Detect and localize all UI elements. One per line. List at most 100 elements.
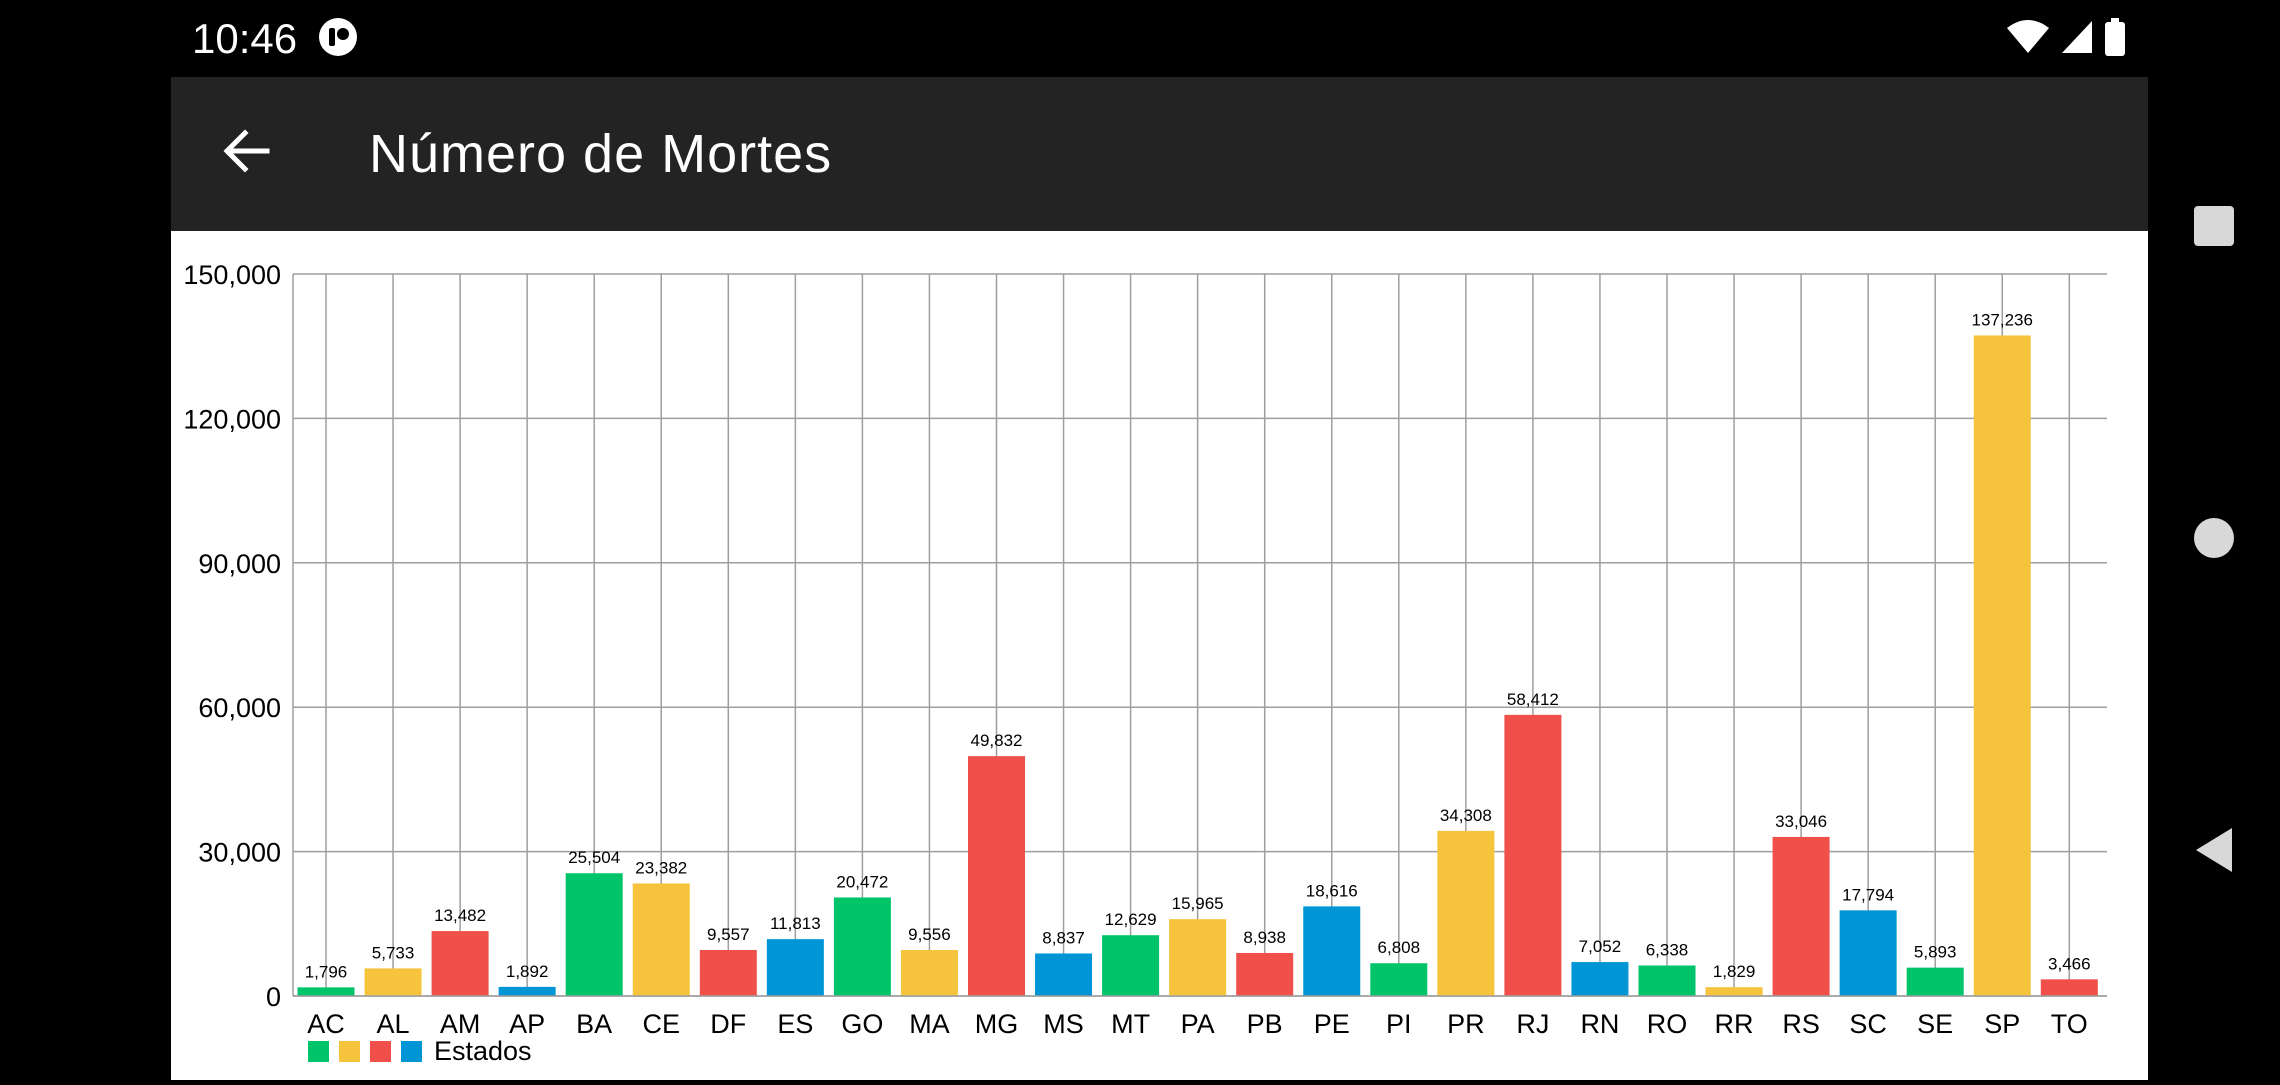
x-tick-label: AL [377, 1009, 410, 1039]
y-tick-label: 30,000 [198, 838, 281, 868]
app-bar: Número de Mortes [171, 77, 2148, 231]
x-tick-label: ES [777, 1009, 813, 1039]
y-tick-label: 90,000 [198, 549, 281, 579]
value-label: 18,616 [1306, 881, 1358, 900]
triangle-back-icon [2192, 826, 2236, 879]
bar-SP [1973, 335, 2031, 996]
value-label: 9,557 [707, 925, 750, 944]
value-label: 1,892 [506, 962, 549, 981]
bar-AP [498, 986, 556, 996]
x-tick-label: RS [1782, 1009, 1820, 1039]
recent-apps-button[interactable] [2188, 202, 2240, 254]
value-label: 20,472 [836, 872, 888, 891]
back-button[interactable] [211, 117, 283, 189]
x-tick-label: PR [1447, 1009, 1485, 1039]
value-label: 25,504 [568, 848, 620, 867]
value-label: 6,808 [1378, 938, 1421, 957]
legend-swatch [370, 1041, 391, 1062]
value-label: 11,813 [770, 914, 821, 933]
bar-chart: 0 30,000 60,000 90,000 120,000 150,000 1,796 AC… [183, 260, 2107, 1066]
bar-PA [1169, 919, 1227, 996]
y-tick-label: 0 [266, 982, 281, 1012]
bar-SC [1839, 910, 1897, 996]
navigation-bar [2148, 0, 2280, 1080]
value-label: 1,829 [1713, 962, 1756, 981]
value-label: 5,733 [372, 943, 415, 962]
chart-area: 0 30,000 60,000 90,000 120,000 150,000 1,796 AC… [171, 231, 2148, 1080]
value-label: 8,837 [1042, 928, 1085, 947]
x-tick-label: PI [1386, 1009, 1412, 1039]
y-tick-label: 120,000 [183, 404, 281, 434]
battery-icon [2104, 18, 2126, 61]
value-label: 33,046 [1775, 812, 1827, 831]
bar-MA [900, 950, 958, 996]
x-tick-label: RO [1647, 1009, 1688, 1039]
value-label: 12,629 [1105, 910, 1157, 929]
signal-icon [2060, 19, 2094, 60]
bar-PR [1437, 830, 1495, 996]
bar-AC [297, 987, 355, 996]
page-title: Número de Mortes [369, 124, 833, 184]
bar-AL [364, 968, 422, 996]
bar-RN [1571, 962, 1629, 996]
x-tick-label: RR [1715, 1009, 1754, 1039]
arrow-left-icon [221, 125, 273, 182]
bar-MG [968, 756, 1025, 996]
bar-MT [1102, 935, 1160, 996]
bar-PI [1370, 963, 1428, 996]
x-tick-label: CE [642, 1009, 680, 1039]
bar-AM [431, 931, 489, 996]
bar-RJ [1504, 714, 1562, 996]
wifi-icon [2006, 19, 2050, 60]
x-tick-label: RJ [1516, 1009, 1549, 1039]
value-label: 8,938 [1243, 928, 1286, 947]
home-button[interactable] [2188, 514, 2240, 566]
x-tick-label: MG [975, 1009, 1019, 1039]
value-label: 9,556 [908, 925, 951, 944]
legend-swatch [401, 1041, 422, 1062]
x-tick-label: MA [909, 1009, 950, 1039]
bar-RR [1705, 987, 1763, 996]
x-tick-label: GO [841, 1009, 883, 1039]
value-label: 13,482 [434, 906, 486, 925]
x-tick-label: PE [1314, 1009, 1350, 1039]
bar-CE [632, 883, 690, 996]
value-label: 137,236 [1972, 310, 2033, 329]
bar-PE [1303, 906, 1361, 996]
status-icons [2006, 18, 2126, 61]
value-label: 15,965 [1172, 894, 1224, 913]
value-label: 5,893 [1914, 943, 1957, 962]
value-label: 23,382 [635, 858, 687, 877]
bar-TO [2040, 979, 2098, 996]
legend-label: Estados [434, 1036, 532, 1066]
bar-BA [565, 873, 623, 996]
x-tick-label: TO [2051, 1009, 2088, 1039]
value-label: 7,052 [1579, 937, 1622, 956]
bar-DF [699, 949, 757, 996]
x-tick-label: BA [576, 1009, 612, 1039]
x-tick-label: SP [1984, 1009, 2020, 1039]
value-label: 3,466 [2048, 954, 2091, 973]
x-tick-label: MS [1043, 1009, 1084, 1039]
square-icon [2193, 205, 2235, 252]
bar-SE [1906, 967, 1964, 996]
x-tick-label: PB [1247, 1009, 1283, 1039]
bar-RS [1772, 836, 1830, 996]
legend-swatch [339, 1041, 360, 1062]
system-back-button[interactable] [2188, 826, 2240, 878]
x-tick-label: MT [1111, 1009, 1150, 1039]
value-label: 58,412 [1507, 690, 1559, 709]
x-tick-label: SC [1849, 1009, 1887, 1039]
x-tick-label: AC [307, 1009, 345, 1039]
legend-swatch [308, 1041, 329, 1062]
x-tick-label: PA [1181, 1009, 1215, 1039]
value-label: 17,794 [1842, 885, 1894, 904]
bar-ES [766, 939, 824, 996]
x-tick-label: AP [509, 1009, 545, 1039]
value-label: 34,308 [1440, 806, 1492, 825]
value-label: 1,796 [305, 962, 348, 981]
x-tick-label: RN [1580, 1009, 1619, 1039]
status-bar: 10:46 [0, 0, 2280, 77]
x-tick-label: DF [710, 1009, 746, 1039]
bar-PB [1236, 952, 1294, 996]
